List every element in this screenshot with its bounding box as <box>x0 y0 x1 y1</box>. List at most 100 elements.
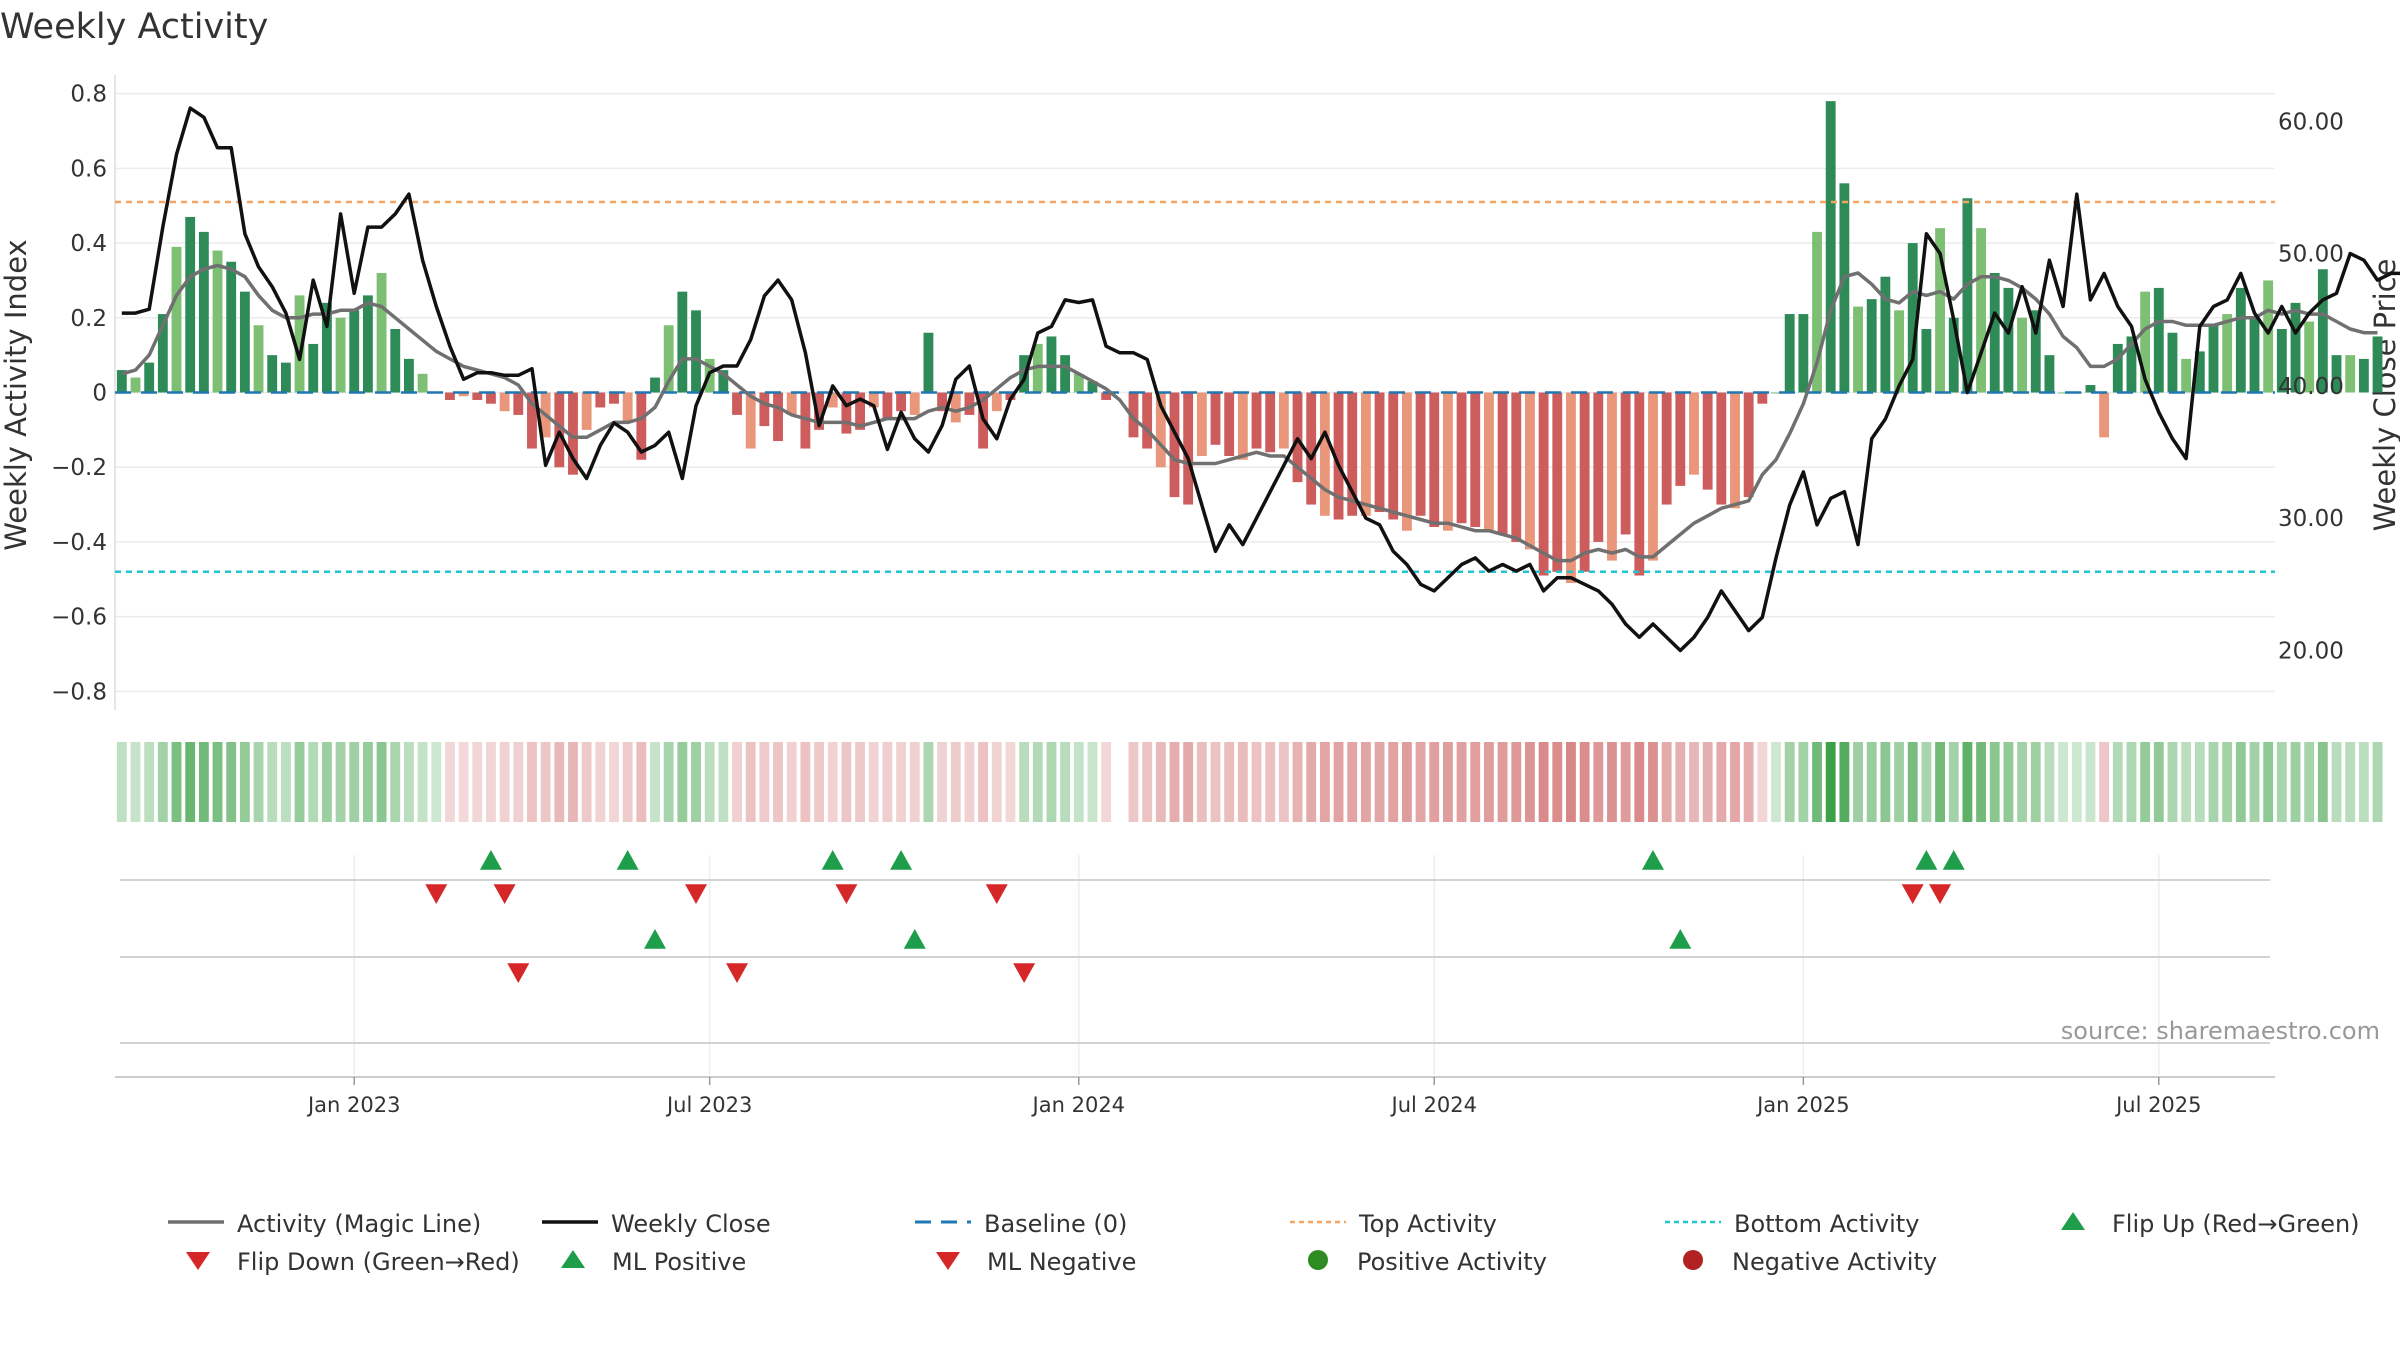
heat-cell <box>786 742 797 822</box>
heat-cell <box>2304 742 2315 822</box>
activity-bar <box>554 392 565 468</box>
activity-bar <box>1743 392 1754 498</box>
activity-bar <box>1073 373 1084 393</box>
activity-bar <box>1251 392 1262 449</box>
activity-bar <box>499 392 510 412</box>
heat-cell <box>1060 742 1071 822</box>
activity-bar <box>239 291 250 393</box>
activity-bar <box>1675 392 1686 486</box>
activity-bar <box>472 392 483 400</box>
gridlines <box>114 75 2275 1078</box>
activity-bar <box>2331 355 2342 393</box>
heat-cell <box>1675 742 1686 822</box>
activity-bar <box>2126 336 2137 393</box>
activity-bar <box>1948 317 1959 393</box>
activity-bar <box>1429 392 1440 527</box>
heat-cell <box>513 742 524 822</box>
flip-down-marker <box>493 884 516 904</box>
activity-bar <box>1278 392 1289 449</box>
heat-cell <box>2071 742 2082 822</box>
activity-bar <box>253 325 264 393</box>
heat-cell <box>1401 742 1412 822</box>
heat-cell <box>1169 742 1180 822</box>
heat-cell <box>499 742 510 822</box>
heat-cell <box>1552 742 1563 822</box>
heat-cell <box>1429 742 1440 822</box>
activity-bar <box>1183 392 1194 505</box>
source-credit: source: sharemaestro.com <box>2061 1017 2380 1045</box>
heat-cell <box>486 742 496 822</box>
heat-cell <box>1237 742 1248 822</box>
heat-cell <box>1183 742 1194 822</box>
legend-item: Flip Up (Red→Green) <box>2061 1210 2360 1238</box>
activity-bar <box>2304 321 2315 393</box>
heat-cell <box>185 742 196 822</box>
activity-bar <box>144 362 155 393</box>
heat-cell <box>280 742 291 822</box>
activity-bar <box>1976 228 1986 393</box>
x-tick-label: Jul 2023 <box>665 1093 752 1117</box>
flip-down-marker <box>1929 884 1952 904</box>
heat-cell <box>1032 742 1043 822</box>
activity-bar <box>1853 306 1863 393</box>
y-tick-label: 0.6 <box>70 156 107 182</box>
heat-cell <box>1470 742 1481 822</box>
heat-cell <box>267 742 278 822</box>
heat-cell <box>144 742 155 822</box>
heat-cell <box>1005 742 1016 822</box>
activity-bar <box>417 373 428 393</box>
activity-bar <box>568 392 578 475</box>
heat-cell <box>2085 742 2096 822</box>
activity-bar <box>1702 392 1713 490</box>
activity-bar <box>212 250 223 393</box>
flip-up-marker <box>479 850 502 870</box>
x-tick-label: Jan 2023 <box>306 1093 401 1117</box>
heat-cell <box>431 742 442 822</box>
activity-bar <box>1155 392 1166 468</box>
activity-bar <box>486 392 496 404</box>
activity-bar <box>718 370 729 393</box>
heat-cell <box>896 742 906 822</box>
activity-bar <box>1907 243 1918 393</box>
heat-cell <box>841 742 852 822</box>
heat-cell <box>1374 742 1385 822</box>
heat-cell <box>636 742 647 822</box>
heat-cell <box>472 742 483 822</box>
flip-up-marker <box>1641 850 1664 870</box>
heat-cell <box>1155 742 1166 822</box>
heat-cell <box>308 742 319 822</box>
activity-bar <box>1196 392 1207 456</box>
activity-bar <box>1593 392 1604 542</box>
y2-tick-label: 40.00 <box>2278 374 2344 400</box>
activity-bar <box>198 231 209 393</box>
y-tick-label: 0 <box>92 381 107 407</box>
legend-label: ML Positive <box>612 1248 746 1276</box>
ml-positive-marker <box>644 929 666 949</box>
activity-bar <box>1866 299 1877 393</box>
heat-cell <box>1976 742 1986 822</box>
activity-bar <box>2153 287 2164 393</box>
activity-bar <box>1935 228 1945 393</box>
heat-cell <box>1607 742 1617 822</box>
activity-bar <box>1060 355 1071 393</box>
legend-label: Flip Down (Green→Red) <box>237 1248 520 1276</box>
activity-bar <box>1784 314 1795 393</box>
activity-heat-strip <box>116 742 2383 822</box>
activity-bar <box>1046 336 1057 393</box>
legend-item: Positive Activity <box>1308 1248 1547 1276</box>
activity-bar <box>991 392 1002 412</box>
activity-bar <box>1169 392 1180 498</box>
activity-bar <box>116 370 127 393</box>
heat-cell <box>1128 742 1139 822</box>
activity-bar <box>458 392 469 397</box>
heat-cell <box>2276 742 2287 822</box>
heat-cell <box>1880 742 1891 822</box>
activity-bar <box>2167 332 2178 393</box>
activity-bar <box>622 392 633 423</box>
heat-cell <box>1839 742 1850 822</box>
heat-cell <box>2099 742 2110 822</box>
heat-cell <box>417 742 428 822</box>
activity-bar <box>923 332 934 393</box>
activity-bar <box>759 392 770 427</box>
chart-legend: Activity (Magic Line) Weekly Close Baselin… <box>168 1210 2360 1276</box>
